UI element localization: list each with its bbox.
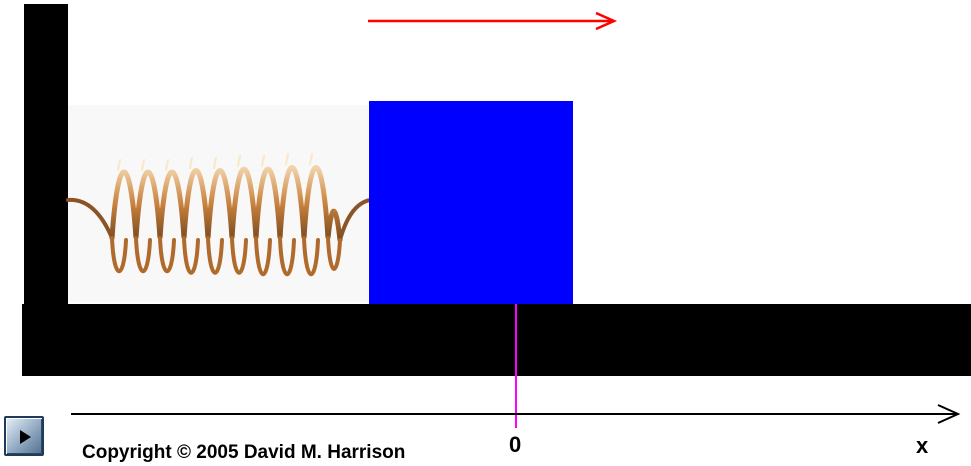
play-icon [20,430,31,444]
spring-coil-front [110,236,342,277]
spring-left-lead [66,197,114,240]
mass-block [369,101,573,304]
axis-x-label: x [916,433,929,458]
copyright-notice: Copyright © 2005 David M. Harrison [82,442,406,463]
velocity-arrow [368,11,618,31]
play-button[interactable] [4,416,44,456]
spring-highlight [117,153,313,171]
horizontal-floor [22,304,971,376]
spring [66,153,372,277]
x-axis-arrow [71,404,961,424]
axis-origin-label: 0 [509,432,522,457]
